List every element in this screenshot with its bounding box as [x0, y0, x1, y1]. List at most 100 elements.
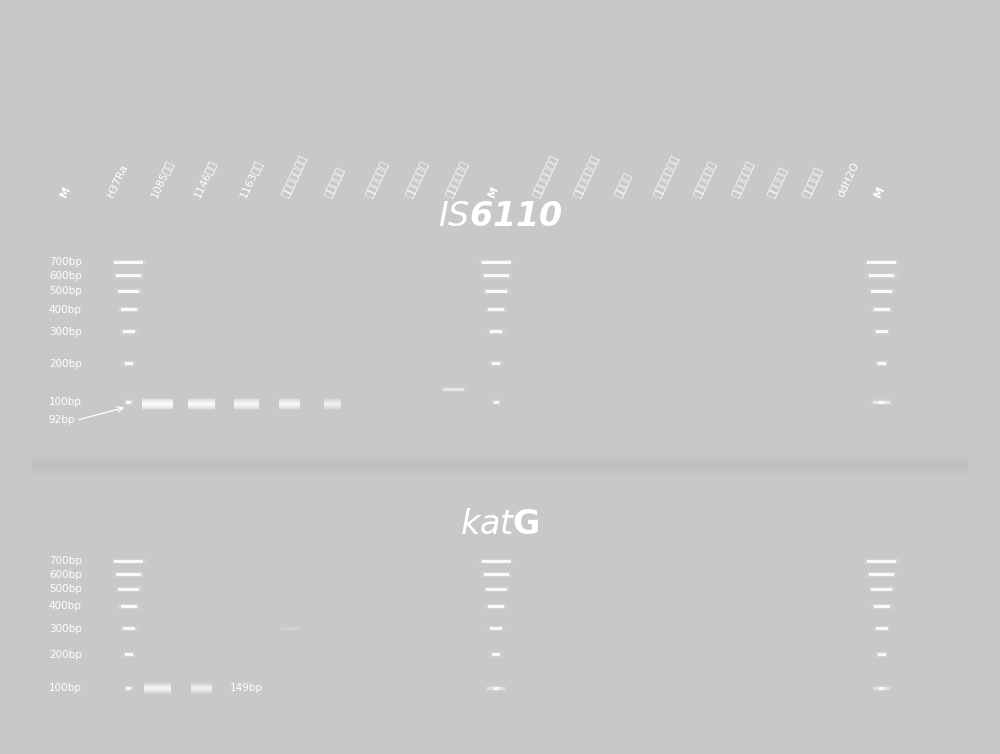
Text: M: M [873, 185, 886, 198]
Bar [488, 605, 504, 608]
Bar [142, 402, 173, 406]
Bar [121, 605, 137, 608]
Bar [477, 557, 515, 565]
Bar [868, 274, 896, 278]
Bar [866, 287, 897, 295]
Text: 化脓链球菌: 化脓链球菌 [801, 165, 824, 198]
Bar [868, 572, 896, 577]
Text: 金黄色葡萄球菌: 金黄色葡萄球菌 [653, 153, 681, 198]
Bar [112, 571, 146, 578]
Bar [324, 406, 341, 409]
Bar [871, 290, 892, 293]
Bar [479, 272, 513, 280]
Bar [442, 388, 466, 391]
Bar [126, 400, 131, 403]
Bar [122, 398, 136, 406]
Bar [480, 260, 512, 265]
Bar [867, 559, 896, 562]
Bar [483, 685, 510, 692]
Bar [115, 274, 143, 278]
Bar [142, 406, 173, 409]
Bar [279, 398, 300, 401]
Bar [870, 399, 893, 405]
Bar [480, 559, 512, 563]
Bar [870, 289, 894, 293]
Bar [871, 307, 893, 312]
Bar [485, 307, 507, 312]
Bar [234, 402, 259, 405]
Bar [116, 602, 142, 610]
Bar [188, 403, 215, 406]
Bar [324, 401, 341, 404]
Bar [279, 401, 300, 404]
Bar [281, 627, 299, 630]
Bar [871, 328, 892, 336]
Bar [142, 403, 173, 406]
Bar [188, 400, 215, 403]
Bar [142, 399, 173, 402]
Bar [144, 682, 171, 685]
Bar [114, 559, 143, 562]
Bar [124, 652, 134, 657]
Bar [491, 685, 501, 691]
Bar [875, 685, 889, 692]
Bar [872, 686, 892, 691]
Text: $\mathbf{\mathit{IS}}$6110: $\mathbf{\mathit{IS}}$6110 [438, 200, 562, 232]
Bar [878, 362, 886, 365]
Text: 1085菌株: 1085菌株 [149, 158, 175, 198]
Bar [866, 260, 898, 265]
Text: 1146菌株: 1146菌株 [192, 158, 218, 198]
Bar [116, 573, 141, 576]
Bar [188, 400, 215, 403]
Text: 克雷伯棒状杆菌: 克雷伯棒状杆菌 [573, 153, 601, 198]
Bar [118, 587, 139, 590]
Bar [234, 403, 259, 406]
Bar [122, 360, 136, 366]
Bar [116, 305, 142, 314]
Bar [110, 557, 148, 565]
Text: 次要分枝杆菌: 次要分枝杆菌 [445, 159, 470, 198]
Text: 100bp: 100bp [49, 397, 82, 407]
Bar [123, 627, 135, 630]
Text: 鸟分枝杆菌: 鸟分枝杆菌 [323, 165, 346, 198]
Bar [873, 626, 890, 632]
Bar [120, 329, 138, 335]
Bar [113, 287, 144, 295]
Bar [864, 259, 899, 265]
Bar [188, 401, 215, 404]
Bar [144, 686, 171, 689]
Text: 母牛分枝杆菌: 母牛分枝杆菌 [404, 159, 430, 198]
Bar [486, 328, 507, 336]
Text: watermark: watermark [350, 440, 650, 494]
Bar [482, 274, 510, 278]
Bar [324, 403, 341, 406]
Bar [124, 361, 134, 366]
Bar [477, 259, 515, 266]
Bar [870, 587, 894, 591]
Bar [440, 387, 467, 392]
Bar [142, 407, 173, 410]
Bar [279, 400, 300, 403]
Bar [144, 684, 171, 687]
Bar [122, 685, 136, 692]
Bar [279, 404, 300, 407]
Bar [234, 398, 259, 401]
Bar [324, 402, 341, 405]
Bar [487, 687, 505, 690]
Bar [872, 400, 892, 404]
Bar [122, 651, 136, 657]
Bar [115, 586, 142, 592]
Bar [188, 403, 215, 406]
Bar [875, 329, 889, 334]
Bar [486, 625, 507, 633]
Bar [191, 688, 212, 691]
Bar [872, 604, 891, 608]
Bar [482, 572, 510, 577]
Bar [875, 651, 888, 657]
Bar [485, 603, 507, 609]
Bar [191, 685, 212, 688]
Bar [487, 360, 505, 367]
Bar [234, 399, 259, 402]
Bar [125, 400, 133, 404]
Bar [144, 689, 171, 692]
